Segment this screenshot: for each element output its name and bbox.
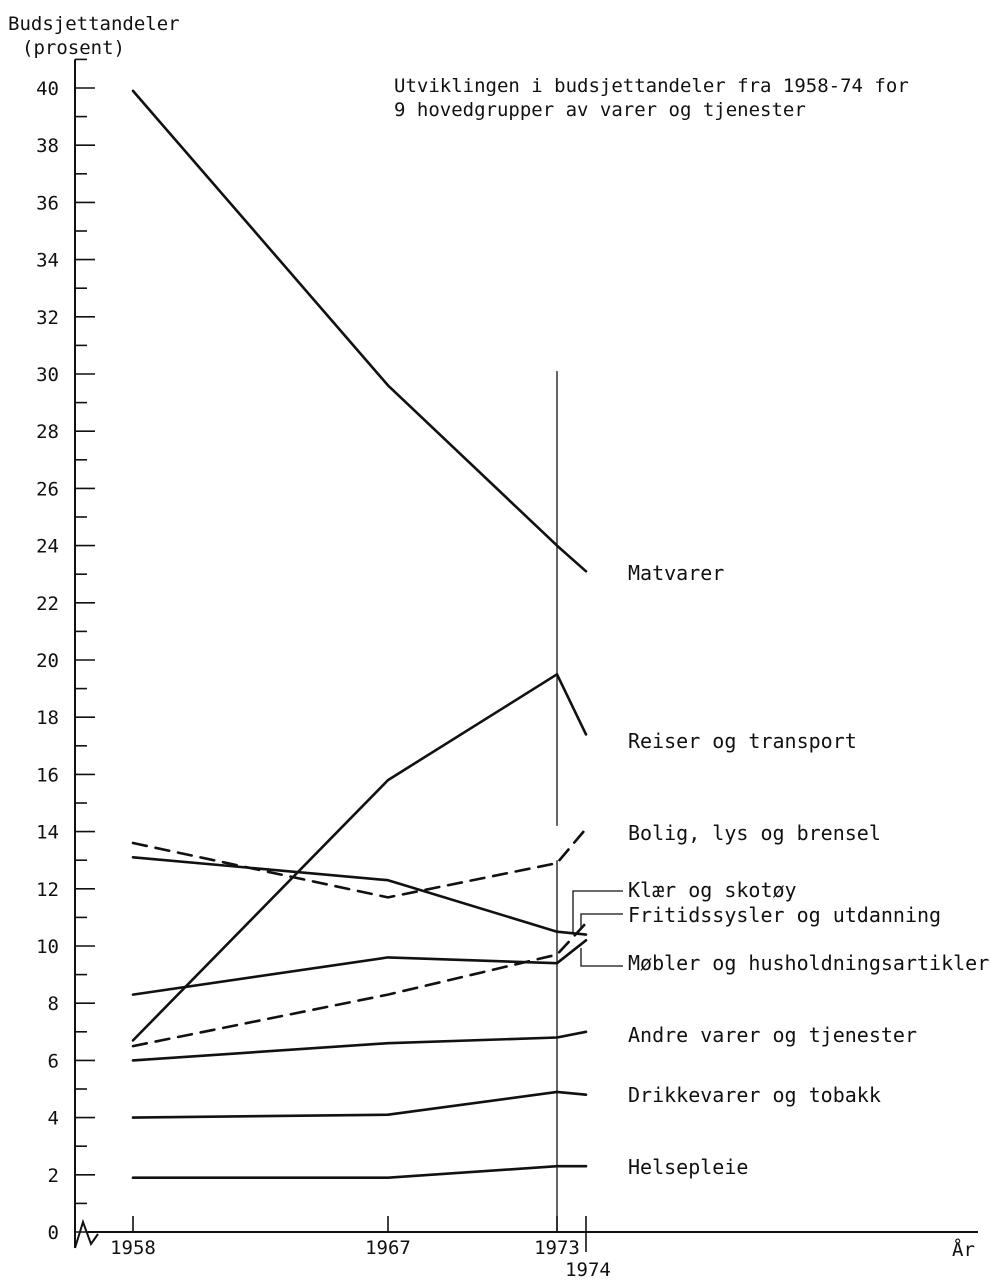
leader-line-series-5 (580, 913, 623, 930)
leader-line-series-6 (580, 948, 623, 967)
y-tick-label: 32 (36, 307, 59, 329)
series-label-9: Helsepleie (628, 1155, 748, 1179)
y-tick-label: 16 (36, 764, 59, 786)
y-tick-label: 4 (48, 1108, 59, 1130)
series-label-2: Reiser og transport (628, 729, 857, 753)
y-tick-label: 30 (36, 364, 59, 386)
x-axis-label: År (952, 1238, 975, 1261)
series-line-1 (131, 89, 588, 573)
y-tick-label: 34 (36, 250, 59, 272)
series-line-4 (131, 855, 588, 936)
y-tick-label: 8 (48, 993, 59, 1015)
y-tick-label: 18 (36, 707, 59, 729)
y-tick-label: 24 (36, 536, 59, 558)
series-line-3 (131, 827, 588, 899)
series-label-6: Møbler og husholdningsartikler (628, 951, 989, 975)
x-tick-label: 1958 (110, 1237, 156, 1259)
series-line-8 (131, 1090, 588, 1119)
leader-line-series-4 (558, 890, 623, 935)
y-tick-label: 0 (48, 1222, 59, 1244)
y-axis-label-line-2: (prosent) (22, 37, 125, 59)
y-tick-label: 28 (36, 421, 59, 443)
series-label-7: Andre varer og tjenester (628, 1023, 917, 1047)
y-tick-label: 40 (36, 78, 59, 100)
series-line-7 (131, 1030, 588, 1062)
chart-title-line-1: Utviklingen i budsjettandeler fra 1958-7… (394, 75, 909, 97)
x-tick-label: 1973 (534, 1237, 580, 1259)
x-tick-label: 1967 (365, 1237, 411, 1259)
axes: 0246810121416182022242628303234363840195… (36, 58, 978, 1281)
series-line-6 (131, 938, 588, 996)
y-tick-label: 10 (36, 936, 59, 958)
series-label-5: Fritidssysler og utdanning (628, 903, 941, 927)
series-label-4: Klær og skotøy (628, 878, 797, 902)
series-line-9 (131, 1164, 588, 1179)
axis-break-mark (74, 1218, 99, 1249)
series-label-8: Drikkevarer og tobakk (628, 1083, 881, 1107)
y-tick-label: 20 (36, 650, 59, 672)
y-tick-label: 36 (36, 192, 59, 214)
y-tick-label: 6 (48, 1050, 59, 1072)
y-tick-label: 12 (36, 879, 59, 901)
series-lines (131, 89, 588, 1179)
y-tick-label: 2 (48, 1165, 59, 1187)
y-tick-label: 38 (36, 135, 59, 157)
x-tick-label: 1974 (565, 1259, 611, 1281)
series-label-1: Matvarer (628, 561, 724, 585)
series-line-5 (131, 921, 588, 1048)
y-tick-label: 14 (36, 822, 59, 844)
series-line-2 (131, 672, 588, 1042)
series-labels: Matvarer Reiser og transport Bolig, lys og… (558, 561, 989, 1179)
y-tick-label: 22 (36, 593, 59, 615)
y-axis-label-line-1: Budsjettandeler (8, 13, 180, 35)
chart-title-line-2: 9 hovedgrupper av varer og tjenester (394, 99, 806, 121)
series-label-3: Bolig, lys og brensel (628, 821, 881, 845)
y-tick-label: 26 (36, 478, 59, 500)
